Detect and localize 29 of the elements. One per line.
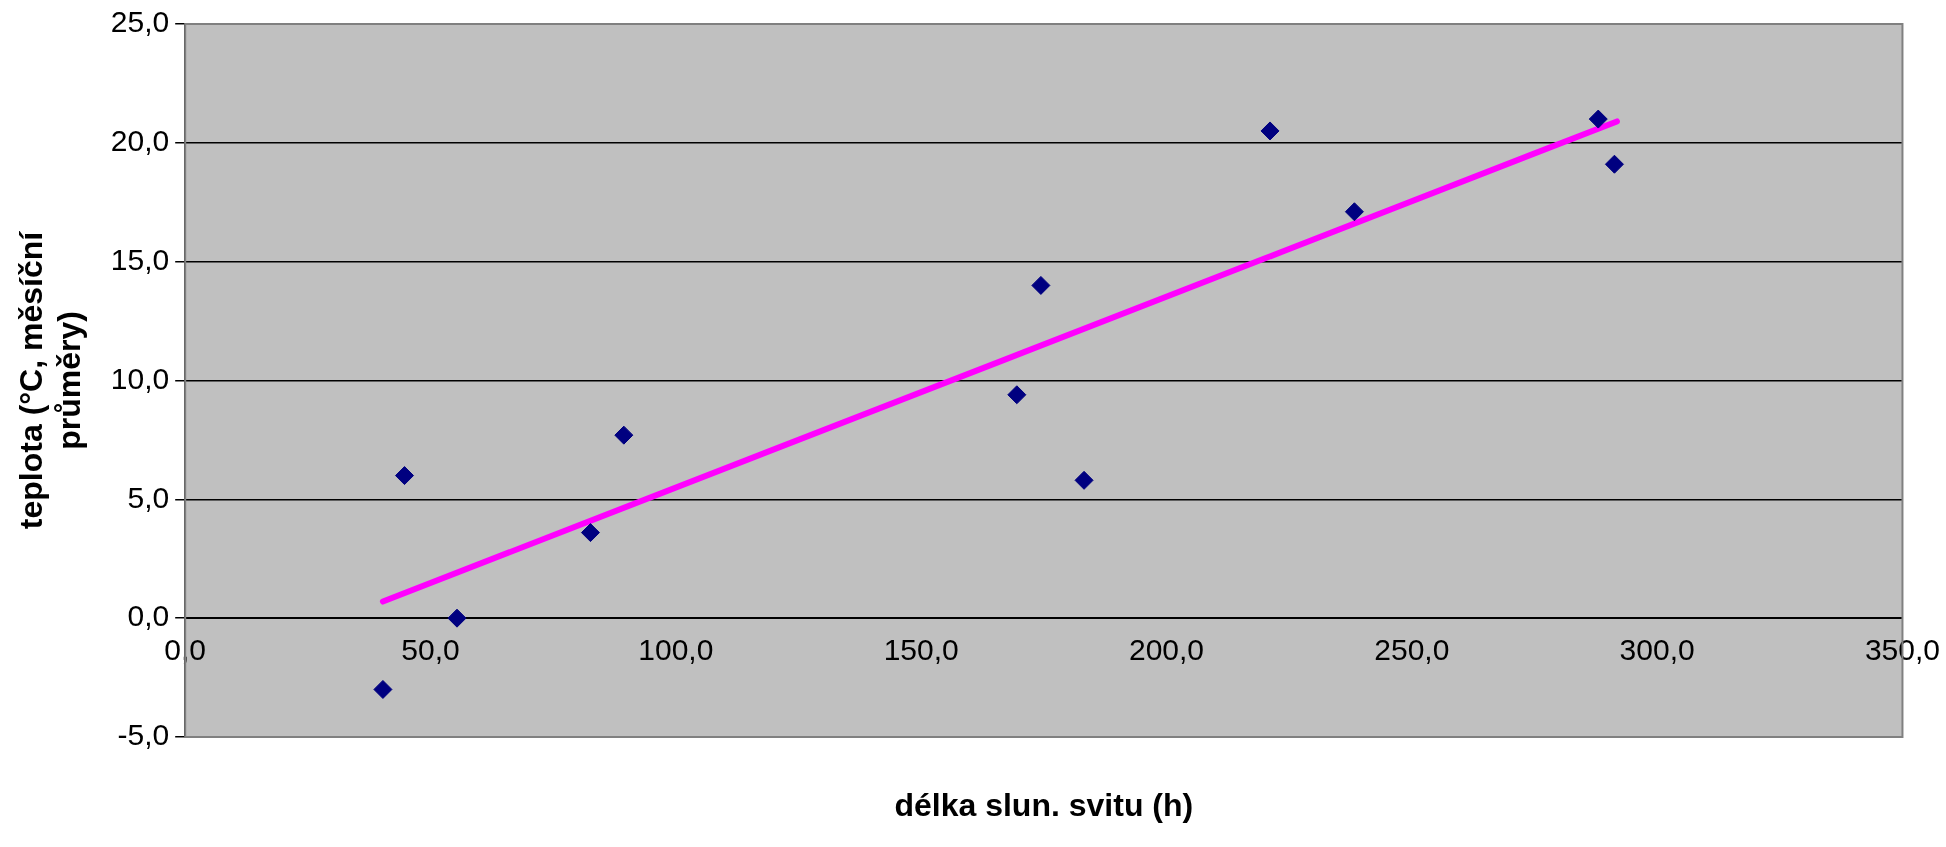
y-tick-label: 10,0 <box>110 361 170 395</box>
y-tick-label: 20,0 <box>110 124 170 158</box>
point <box>614 425 634 445</box>
y-tick-label: -5,0 <box>117 718 170 752</box>
point <box>395 466 415 486</box>
point <box>1031 275 1051 295</box>
point <box>1007 385 1027 405</box>
point <box>1074 470 1094 490</box>
point <box>1344 202 1364 222</box>
point <box>373 679 393 699</box>
point <box>580 523 600 543</box>
x-tick-label: 250,0 <box>1374 633 1450 667</box>
x-tick-label: 150,0 <box>883 633 959 667</box>
point <box>1260 121 1280 141</box>
y-tick-label: 5,0 <box>127 480 170 514</box>
y-tick-label: 25,0 <box>110 5 170 39</box>
y-tick-label: 0,0 <box>127 599 170 633</box>
x-tick-label: 0,0 <box>164 633 207 667</box>
point <box>1604 154 1624 174</box>
x-tick-label: 350,0 <box>1864 633 1940 667</box>
x-tick-label: 100,0 <box>638 633 714 667</box>
x-tick-label: 50,0 <box>401 633 460 667</box>
y-axis-title: teplota (°C, měsíční průměry) <box>13 230 88 530</box>
point <box>1588 109 1608 129</box>
x-tick-label: 300,0 <box>1619 633 1695 667</box>
point <box>447 608 467 628</box>
y-tick-label: 15,0 <box>110 242 170 276</box>
x-axis-title: délka slun. svitu (h) <box>894 786 1194 823</box>
x-tick-label: 200,0 <box>1128 633 1205 667</box>
